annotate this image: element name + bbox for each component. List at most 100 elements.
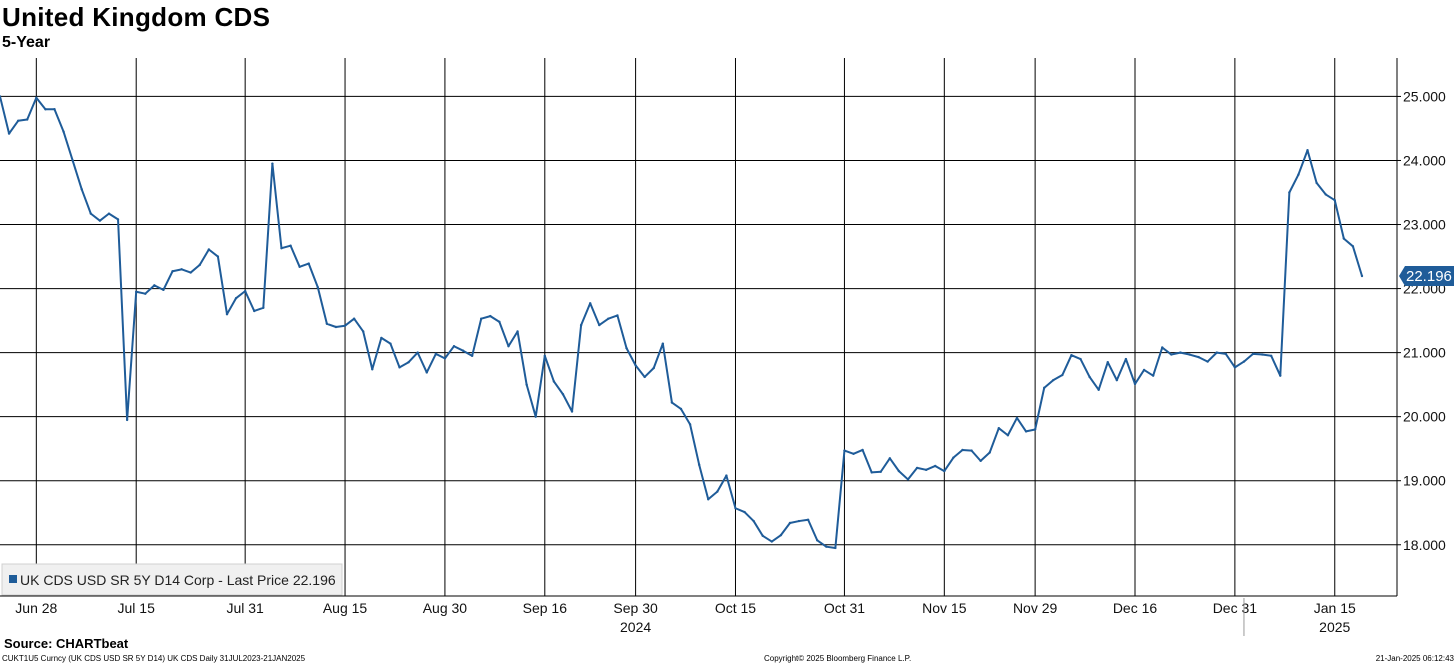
data-point (1179, 351, 1182, 354)
data-point (1124, 357, 1128, 361)
data-point (443, 357, 447, 360)
data-point (516, 330, 519, 333)
data-point (1242, 360, 1246, 363)
chart-title: United Kingdom CDS (2, 2, 271, 32)
data-point (534, 415, 537, 418)
data-point (352, 317, 356, 320)
data-point (1188, 353, 1191, 356)
data-point (1088, 375, 1091, 379)
data-point (525, 383, 528, 386)
data-point (779, 533, 783, 537)
legend-label: UK CDS USD SR 5Y D14 Corp - Last Price 2… (20, 572, 336, 588)
data-point (552, 380, 556, 383)
data-point (1070, 353, 1073, 357)
data-point (253, 309, 256, 313)
data-point (62, 130, 65, 133)
data-point (280, 247, 283, 250)
data-point (770, 540, 773, 543)
footer-copyright: Copyright© 2025 Bloomberg Finance L.P. (764, 654, 912, 663)
data-point (498, 320, 501, 324)
data-point (661, 342, 665, 345)
data-point (1006, 434, 1010, 437)
chart-subtitle: 5-Year (2, 34, 51, 51)
data-point (616, 314, 619, 317)
data-point (1342, 237, 1346, 240)
data-point (225, 312, 229, 316)
data-point (652, 366, 655, 370)
data-point (1043, 386, 1046, 390)
data-point (425, 371, 428, 374)
data-point (1024, 430, 1028, 433)
data-point (997, 427, 1000, 430)
data-point (924, 468, 928, 472)
data-point (852, 452, 855, 456)
data-point (988, 451, 991, 454)
data-point (371, 368, 374, 371)
x-tick-label: Nov 29 (1013, 600, 1058, 616)
data-point (144, 292, 147, 295)
year-labels: 2024 2025 (620, 619, 1351, 635)
data-point (861, 448, 864, 452)
data-point (725, 474, 728, 477)
data-point (816, 539, 819, 542)
data-point (343, 324, 347, 327)
data-point (153, 284, 156, 287)
data-point (1161, 346, 1164, 349)
year-label: 2025 (1319, 619, 1350, 635)
data-point (1233, 366, 1237, 369)
data-point (334, 325, 338, 329)
data-point (416, 351, 419, 354)
data-point (697, 463, 701, 466)
data-point (934, 464, 937, 468)
data-point (598, 323, 601, 327)
data-point (44, 108, 47, 111)
x-tick-label: Oct 15 (715, 600, 756, 616)
data-point (180, 268, 183, 271)
legend-swatch (9, 575, 17, 583)
data-point (1333, 198, 1336, 202)
data-point (1224, 352, 1228, 356)
data-point (98, 219, 102, 222)
vertical-gridlines (35, 58, 1336, 596)
x-tick-label: Sep 16 (523, 600, 568, 616)
data-point (607, 317, 610, 320)
x-tick-label: Dec 16 (1113, 600, 1158, 616)
data-point (1270, 354, 1273, 358)
data-point (1033, 428, 1037, 431)
data-point (1052, 378, 1055, 382)
data-point (679, 407, 683, 411)
data-point (1315, 181, 1318, 185)
data-point (570, 410, 574, 413)
x-tick-label: Dec 31 (1213, 600, 1258, 616)
data-point (743, 510, 746, 514)
legend: UK CDS USD SR 5Y D14 Corp - Last Price 2… (1, 563, 343, 596)
y-tick-label: 24.000 (1403, 152, 1446, 168)
data-point (407, 361, 410, 364)
data-point (834, 546, 837, 550)
data-point (7, 132, 11, 135)
y-tick-label: 25.000 (1403, 88, 1446, 104)
x-tick-label: Oct 31 (824, 600, 865, 616)
data-point (380, 336, 383, 340)
data-point (452, 345, 456, 348)
y-tick-label: 20.000 (1403, 409, 1446, 425)
data-point (1306, 149, 1309, 152)
data-point (89, 212, 93, 215)
data-point (1170, 353, 1173, 356)
data-point (171, 270, 174, 273)
data-point (870, 471, 873, 474)
data-point (761, 534, 764, 537)
last-price-value: 22.196 (1406, 268, 1452, 285)
x-tick-label: Aug 15 (323, 600, 368, 616)
x-tick-label: Aug 30 (423, 600, 468, 616)
data-point (879, 470, 882, 473)
data-point (1297, 173, 1300, 176)
data-point (1324, 193, 1327, 196)
data-point (543, 354, 546, 358)
data-point (107, 212, 111, 215)
x-axis-ticks: Jun 28 Jul 15 Jul 31 Aug 15 Aug 30 Sep 16 Sep … (15, 600, 1356, 616)
data-point (825, 545, 828, 548)
data-point (1288, 191, 1291, 194)
data-point (398, 366, 401, 369)
data-point (325, 322, 329, 325)
